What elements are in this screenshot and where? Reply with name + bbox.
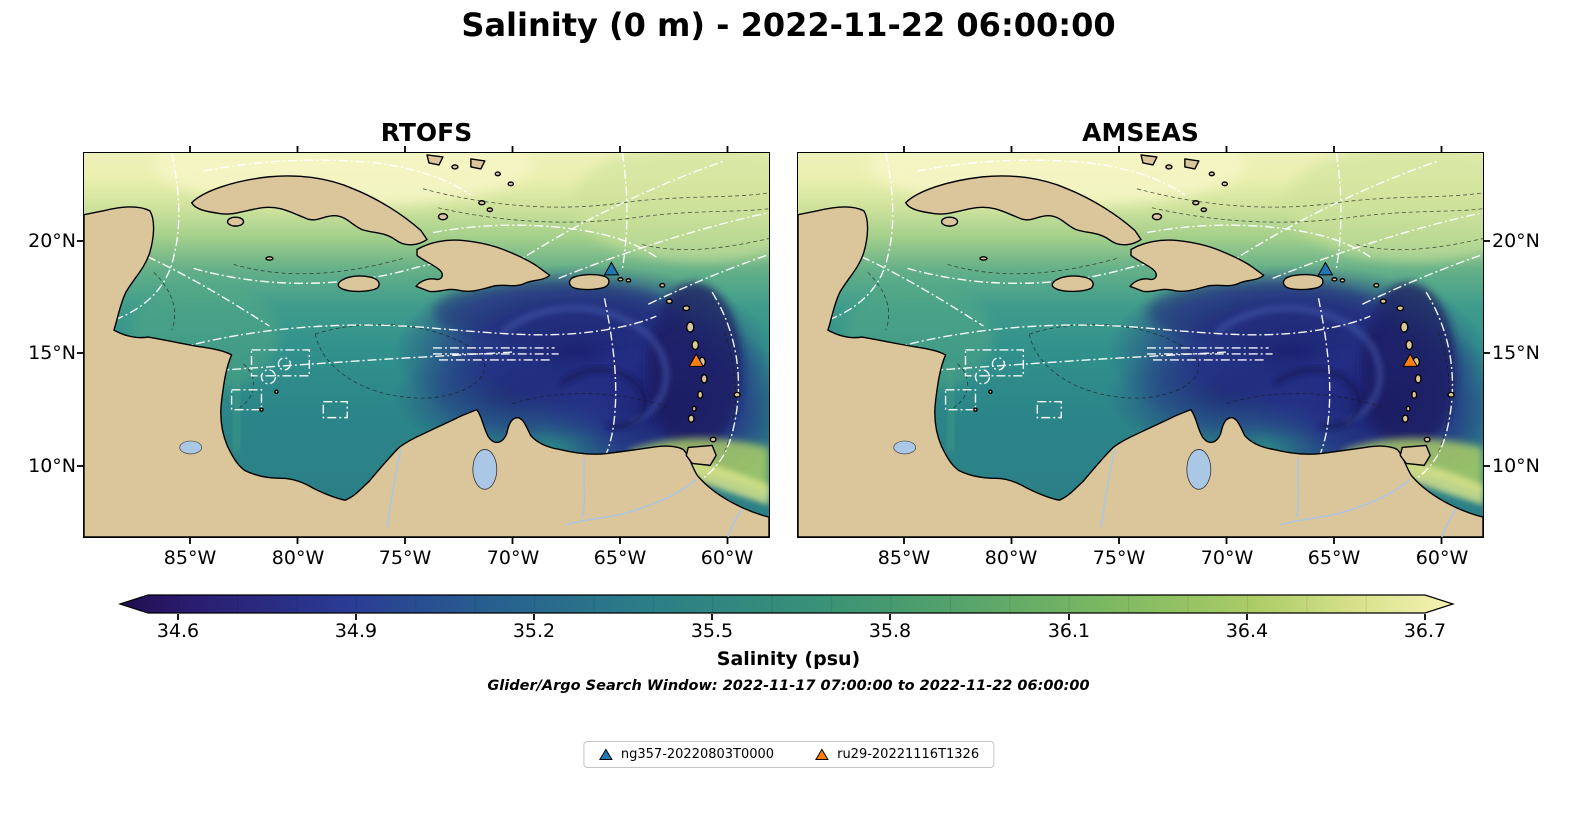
glider-marker-ng357 [598,748,613,760]
lat-tick-label: 15°N [28,342,76,364]
triangle-up-icon [814,748,829,760]
panel-title-amseas: AMSEAS [1082,118,1199,147]
lon-tick-label: 85°W [163,547,217,569]
colorbar-title: Salinity (psu) [716,648,861,670]
lat-tick-label: 10°N [1492,455,1540,477]
lat-tick-label: 20°N [1492,230,1540,252]
colorbar-tick-label: 36.7 [1403,620,1447,642]
figure-title: Salinity (0 m) - 2022-11-22 06:00:00 [461,6,1116,44]
legend-item-label: ru29-20221116T1326 [837,747,980,762]
caribbean-map-amseas [798,153,1483,537]
lat-tick-label: 15°N [1492,342,1540,364]
glider-marker-ru29 [814,748,829,760]
search-window-caption: Glider/Argo Search Window: 2022-11-17 07… [487,678,1090,694]
lon-tick-label: 80°W [271,547,325,569]
lon-tick-label: 80°W [984,547,1038,569]
colorbar-tick-label: 36.1 [1047,620,1091,642]
lon-tick-label: 70°W [486,547,540,569]
colorbar-tick-label: 35.5 [690,620,734,642]
panel-title-rtofs: RTOFS [380,118,473,147]
lon-tick-label: 75°W [1092,547,1146,569]
colorbar-tick-label: 35.8 [868,620,912,642]
lon-tick-label: 65°W [593,547,647,569]
lat-tick-label: 10°N [28,455,76,477]
lon-tick-label: 70°W [1200,547,1254,569]
triangle-up-icon [598,748,613,760]
legend-item-label: ng357-20220803T0000 [620,747,775,762]
lat-tick-label: 20°N [28,230,76,252]
lon-tick-label: 60°W [700,547,754,569]
panel-amseas [797,152,1484,538]
lon-tick-label: 60°W [1415,547,1469,569]
lon-tick-label: 65°W [1307,547,1361,569]
legend-item-ng357: ng357-20220803T0000 [598,747,774,762]
colorbar-tick-label: 35.2 [512,620,556,642]
lon-tick-label: 85°W [877,547,931,569]
colorbar-tick-label: 36.4 [1225,620,1269,642]
colorbar-tick-label: 34.6 [156,620,200,642]
legend: ng357-20220803T0000 ru29-20221116T1326 [582,741,995,768]
caribbean-map-rtofs [84,153,769,537]
colorbar [118,594,1455,614]
legend-item-ru29: ru29-20221116T1326 [814,747,979,762]
colorbar-tick-label: 34.9 [334,620,378,642]
lon-tick-label: 75°W [378,547,432,569]
panel-rtofs [83,152,770,538]
